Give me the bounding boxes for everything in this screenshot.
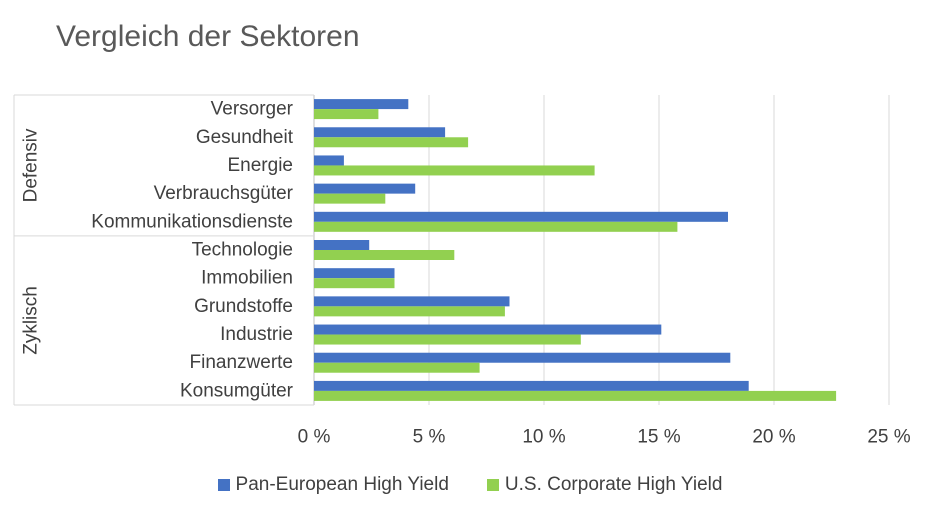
bar-u-s-corporate-high-yield-kommunikationsdienste — [314, 221, 678, 232]
group-label-defensiv: Defensiv — [21, 128, 42, 202]
bar-u-s-corporate-high-yield-finanzwerte — [314, 362, 480, 373]
bar-pan-european-high-yield-finanzwerte — [314, 352, 731, 363]
bar-u-s-corporate-high-yield-versorger — [314, 109, 379, 120]
legend-item-us-corporate: U.S. Corporate High Yield — [486, 474, 723, 496]
bar-u-s-corporate-high-yield-grundstoffe — [314, 306, 505, 317]
x-tick-label-20: 20 % — [752, 427, 795, 448]
bar-u-s-corporate-high-yield-konsumguter — [314, 390, 837, 401]
legend-swatch-us-corporate — [486, 479, 499, 491]
bar-u-s-corporate-high-yield-immobilien — [314, 278, 395, 289]
category-label-versorger: Versorger — [211, 99, 294, 120]
category-label-kommunikationsdienste: Kommunikationsdienste — [91, 211, 293, 232]
bar-chart: Versorger Gesundheit Energie Verbrauchsgüte… — [13, 94, 911, 448]
category-label-energie: Energie — [228, 155, 294, 176]
bar-u-s-corporate-high-yield-energie — [314, 165, 595, 176]
bar-pan-european-high-yield-versorger — [314, 99, 409, 110]
chart-title: Vergleich der Sektoren — [56, 20, 360, 53]
category-label-technologie: Technologie — [192, 240, 293, 261]
legend-item-pan-european: Pan-European High Yield — [217, 474, 449, 496]
bar-pan-european-high-yield-konsumguter — [314, 380, 749, 391]
bar-u-s-corporate-high-yield-gesundheit — [314, 137, 469, 148]
bars — [314, 99, 837, 401]
bar-pan-european-high-yield-industrie — [314, 324, 662, 335]
category-label-industrie: Industrie — [220, 324, 293, 345]
bar-pan-european-high-yield-kommunikationsdienste — [314, 211, 728, 222]
category-label-gesundheit: Gesundheit — [196, 127, 294, 148]
bar-u-s-corporate-high-yield-technologie — [314, 250, 455, 260]
category-label-grundstoffe: Grundstoffe — [194, 296, 293, 317]
x-tick-label-5: 5 % — [413, 427, 446, 448]
bar-pan-european-high-yield-energie — [314, 155, 344, 166]
legend: Pan-European High Yield U.S. Corporate H… — [0, 474, 940, 496]
category-label-konsumguter: Konsumgüter — [180, 380, 294, 401]
category-label-finanzwerte: Finanzwerte — [190, 352, 294, 373]
bar-pan-european-high-yield-grundstoffe — [314, 296, 510, 307]
x-tick-label-25: 25 % — [867, 427, 910, 448]
x-tick-labels: 0 % 5 % 10 % 15 % 20 % 25 % — [298, 427, 911, 448]
group-label-zyklisch: Zyklisch — [21, 286, 42, 355]
x-tick-label-10: 10 % — [522, 427, 565, 448]
legend-label-pan-european: Pan-European High Yield — [235, 474, 449, 495]
x-tick-label-0: 0 % — [298, 427, 331, 448]
bar-pan-european-high-yield-immobilien — [314, 268, 395, 279]
bar-pan-european-high-yield-gesundheit — [314, 127, 446, 138]
legend-swatch-pan-european — [217, 479, 230, 491]
category-label-verbrauchsguter: Verbrauchsgüter — [154, 183, 294, 204]
bar-pan-european-high-yield-verbrauchsguter — [314, 183, 416, 194]
category-label-immobilien: Immobilien — [201, 268, 293, 289]
group-labels: Defensiv Zyklisch — [14, 128, 314, 355]
legend-label-us-corporate: U.S. Corporate High Yield — [504, 474, 723, 495]
bar-u-s-corporate-high-yield-industrie — [314, 334, 581, 345]
x-tick-label-15: 15 % — [637, 427, 680, 448]
category-labels: Versorger Gesundheit Energie Verbrauchsgüte… — [91, 99, 293, 402]
bar-pan-european-high-yield-technologie — [314, 240, 370, 250]
bar-u-s-corporate-high-yield-verbrauchsguter — [314, 193, 386, 204]
